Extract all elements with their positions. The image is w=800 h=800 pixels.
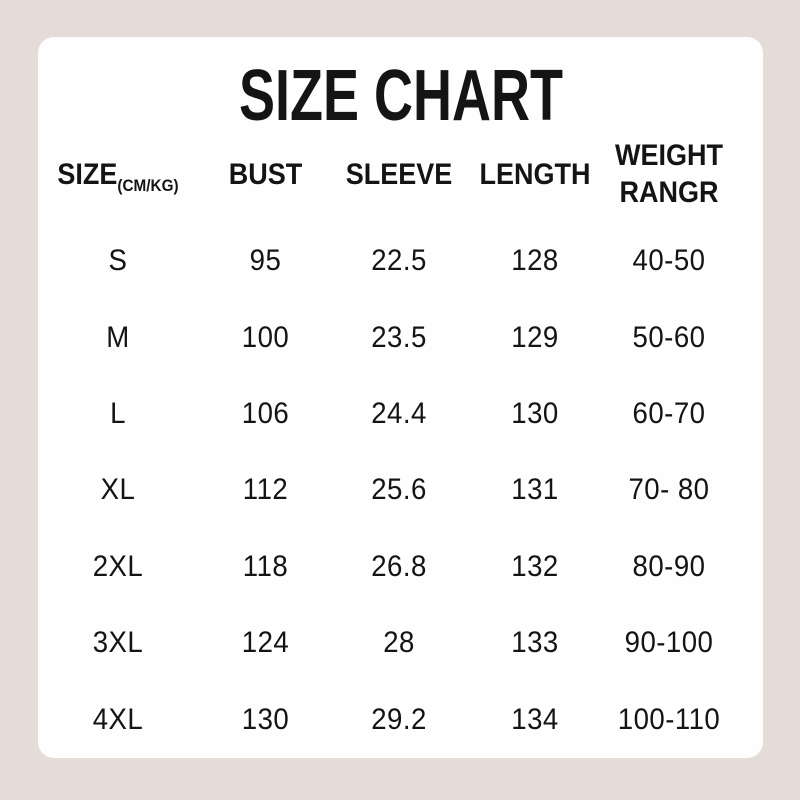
weight-header-inner: WEIGHT RANGR — [615, 138, 723, 211]
size-cell: M — [106, 320, 130, 354]
table-body: S 95 22.5 128 40-50 M 100 23.5 129 50-60 L 106 24.4 1… — [38, 223, 763, 758]
size-cell: S — [108, 244, 128, 278]
size-cell: 4XL — [92, 702, 144, 736]
sleeve-cell: 24.4 — [371, 397, 427, 431]
length-cell: 129 — [511, 320, 559, 354]
sleeve-cell: 22.5 — [371, 244, 427, 278]
table-row: M 100 23.5 129 50-60 — [38, 299, 763, 375]
table-row: 3XL 124 28 133 90-100 — [38, 605, 763, 681]
table-header-row: SIZE (CM/KG) BUST SLEEVE LENGTH WEIGHT RA… — [38, 135, 763, 223]
weight-range-cell: 90-100 — [624, 626, 714, 660]
column-header-weight-range: WEIGHT RANGR — [611, 135, 726, 215]
bust-cell: 106 — [241, 397, 290, 431]
sleeve-cell: 23.5 — [371, 320, 427, 354]
weight-range-cell: 70- 80 — [628, 473, 710, 507]
length-cell: 132 — [511, 549, 559, 583]
bust-cell: 112 — [242, 473, 289, 507]
column-header-length: LENGTH — [479, 158, 591, 191]
length-cell: 134 — [511, 702, 559, 736]
size-cell: L — [110, 397, 126, 431]
table-row: XL 112 25.6 131 70- 80 — [38, 452, 763, 528]
size-cell: 3XL — [92, 626, 144, 660]
length-cell: 133 — [511, 626, 559, 660]
size-chart-card: SIZE CHART SIZE (CM/KG) BUST SLEEVE LENGT… — [38, 37, 763, 758]
sleeve-cell: 29.2 — [371, 702, 427, 736]
length-cell: 130 — [511, 397, 559, 431]
weight-range-cell: 60-70 — [632, 397, 706, 431]
table-row: 2XL 118 26.8 132 80-90 — [38, 529, 763, 605]
bust-cell: 95 — [249, 244, 282, 278]
weight-range-cell: 100-110 — [617, 702, 721, 736]
column-header-size: SIZE (CM/KG) — [46, 135, 190, 215]
length-cell: 131 — [511, 473, 559, 507]
bust-cell: 130 — [241, 702, 290, 736]
weight-range-cell: 40-50 — [632, 244, 706, 278]
size-cell: 2XL — [92, 549, 144, 583]
size-header-inner: SIZE (CM/KG) — [57, 158, 178, 195]
page-title: SIZE CHART — [238, 56, 563, 136]
title-area: SIZE CHART — [38, 37, 763, 135]
table-row: L 106 24.4 130 60-70 — [38, 376, 763, 452]
sleeve-cell: 28 — [383, 626, 415, 660]
column-header-sleeve: SLEEVE — [345, 158, 453, 191]
size-cell: XL — [100, 473, 136, 507]
column-header-bust: BUST — [228, 158, 303, 191]
weight-range-cell: 80-90 — [632, 549, 706, 583]
bust-cell: 124 — [241, 626, 290, 660]
weight-range-cell: 50-60 — [632, 320, 706, 354]
table-row: 4XL 130 29.2 134 100-110 — [38, 682, 763, 758]
table-row: S 95 22.5 128 40-50 — [38, 223, 763, 299]
sleeve-cell: 26.8 — [371, 549, 427, 583]
sleeve-cell: 25.6 — [371, 473, 427, 507]
weight-header-line1: WEIGHT — [615, 139, 723, 173]
size-unit-label: (CM/KG) — [117, 176, 179, 195]
bust-cell: 100 — [241, 320, 290, 354]
length-cell: 128 — [511, 244, 559, 278]
weight-header-line2: RANGR — [619, 176, 719, 209]
size-header-label: SIZE — [57, 158, 118, 191]
bust-cell: 118 — [242, 549, 289, 583]
